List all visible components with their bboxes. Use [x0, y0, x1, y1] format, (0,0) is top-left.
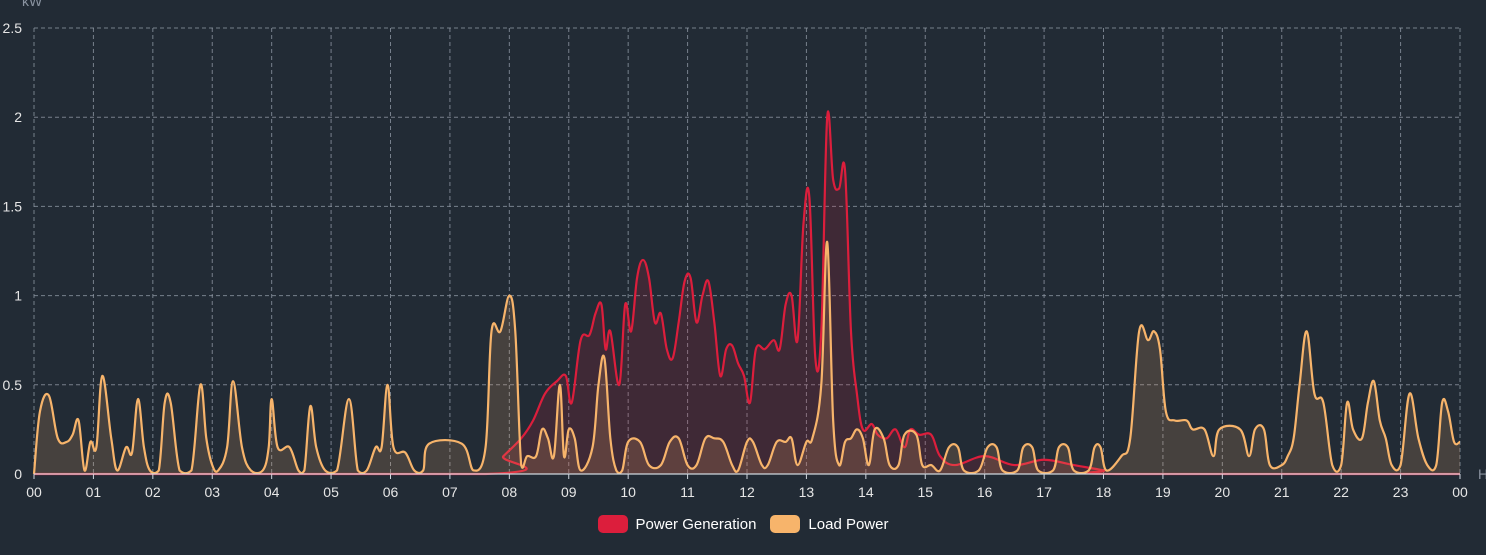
series-line-power-generation	[34, 110, 1460, 476]
legend-item-load-power[interactable]: Load Power	[770, 515, 888, 533]
x-tick-label: 15	[917, 484, 933, 500]
x-tick-label: 09	[561, 484, 577, 500]
legend-item-power-generation[interactable]: Power Generation	[597, 515, 757, 533]
x-tick-label: 14	[858, 484, 874, 500]
x-tick-label: 06	[383, 484, 399, 500]
x-tick-label: 00	[26, 484, 42, 500]
x-tick-label: 16	[977, 484, 993, 500]
series-line-load-power	[32, 240, 1461, 475]
x-tick-label: 04	[264, 484, 280, 500]
legend-swatch-power-generation	[597, 515, 628, 533]
x-tick-label: 18	[1096, 484, 1112, 500]
series-layer	[32, 110, 1461, 476]
x-tick-label: 05	[323, 484, 339, 500]
x-tick-label: 07	[442, 484, 458, 500]
y-tick-label: 1.5	[3, 198, 23, 214]
x-tick-label: 20	[1215, 484, 1231, 500]
x-tick-label: 21	[1274, 484, 1290, 500]
x-axis-unit: H	[1478, 466, 1486, 482]
y-axis-unit: kW	[22, 0, 43, 9]
y-tick-label: 2.5	[3, 20, 23, 36]
y-tick-label: 1	[14, 288, 22, 304]
x-tick-label: 00	[1452, 484, 1468, 500]
x-tick-label: 17	[1036, 484, 1052, 500]
x-tick-label: 11	[680, 484, 695, 500]
x-tick-label: 08	[502, 484, 518, 500]
y-tick-label: 0.5	[3, 377, 23, 393]
y-tick-label: 0	[14, 466, 22, 482]
x-tick-label: 12	[739, 484, 755, 500]
y-tick-label: 2	[14, 109, 22, 125]
x-tick-label: 01	[86, 484, 102, 500]
series-area-load-power	[34, 241, 1460, 474]
legend-label-power-generation: Power Generation	[635, 515, 757, 533]
legend-label-load-power: Load Power	[808, 515, 889, 533]
x-tick-label: 02	[145, 484, 161, 500]
series-area-power-generation	[34, 111, 1460, 474]
x-tick-label: 13	[799, 484, 815, 500]
x-tick-label: 23	[1393, 484, 1409, 500]
axis-layer: 0 0.5 1 1.5 2 2.5 00 01 02 03 04 05 06 07 08 09 10 11 12 13…	[3, 20, 1468, 500]
x-tick-label: 19	[1155, 484, 1171, 500]
x-tick-label: 03	[204, 484, 220, 500]
legend-swatch-load-power	[770, 515, 801, 533]
legend: Power Generation Load Power	[0, 515, 1486, 533]
x-tick-label: 10	[620, 484, 636, 500]
x-tick-label: 22	[1333, 484, 1349, 500]
